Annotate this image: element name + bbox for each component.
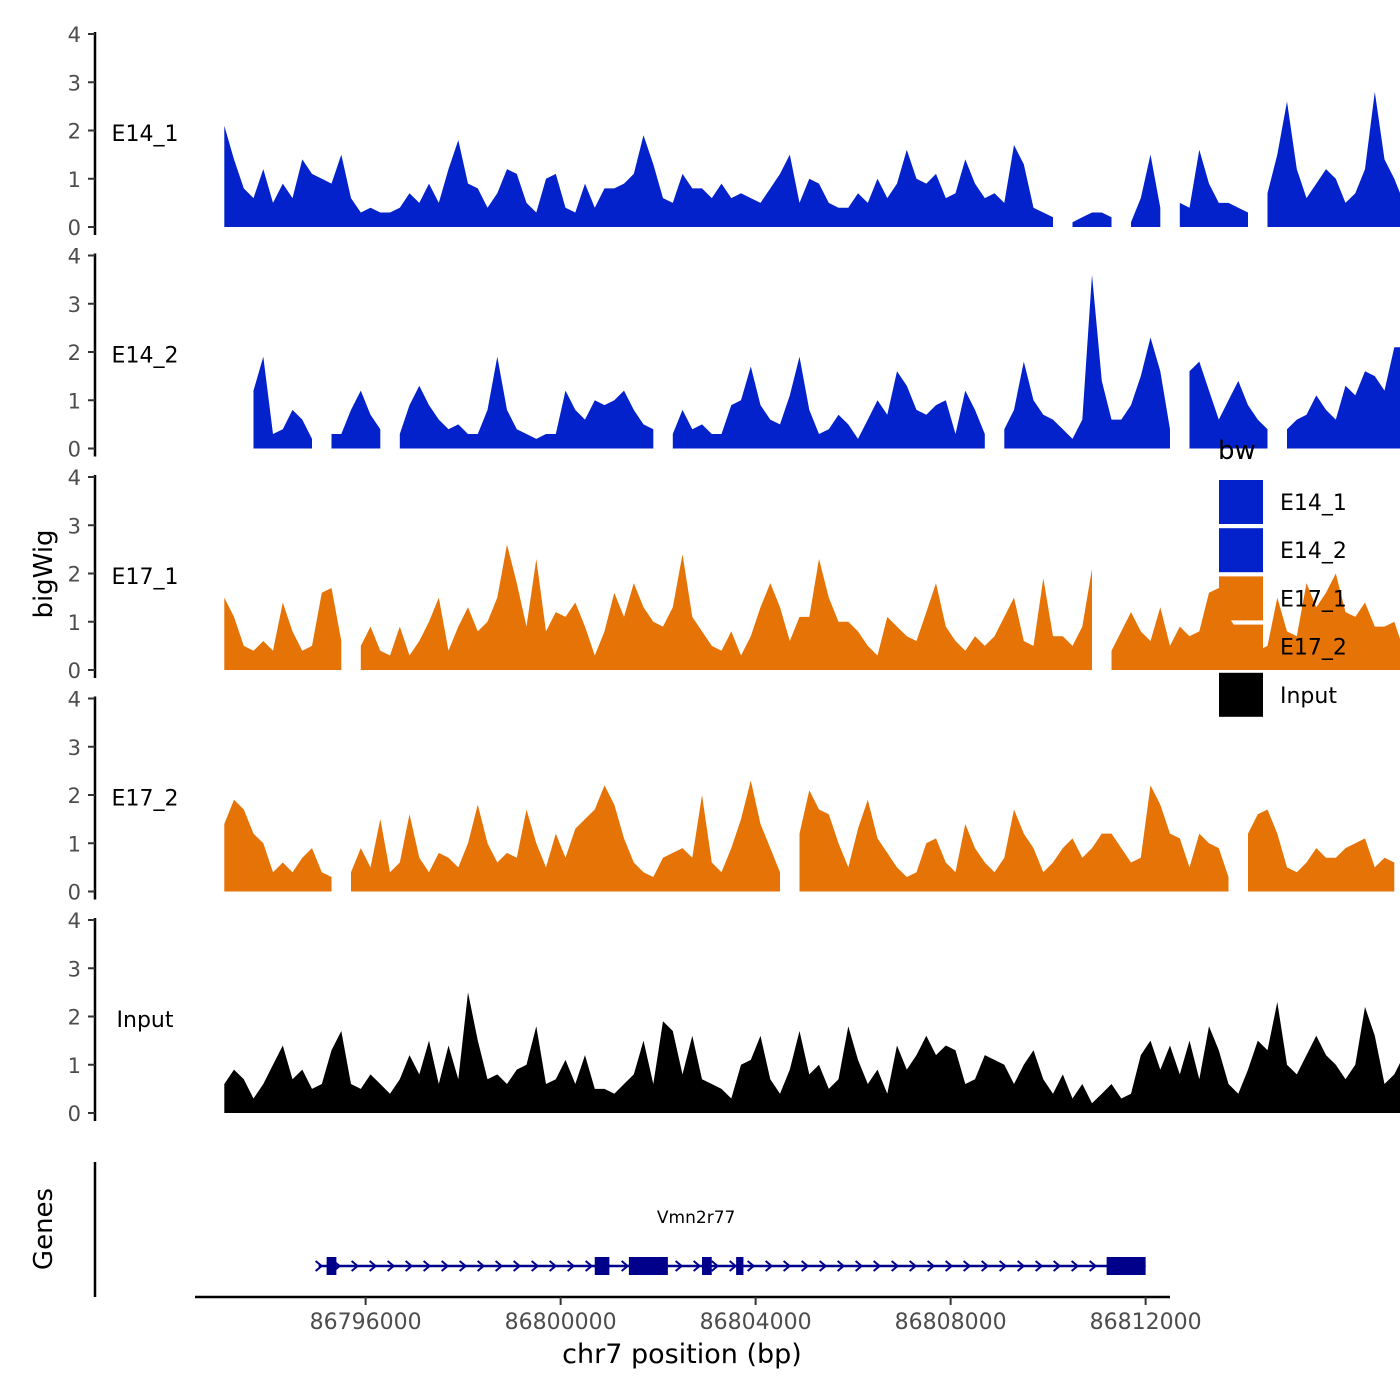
panel-input: 0 1 2 3 4 Input	[68, 909, 1400, 1126]
x-tick-label: 86808000	[895, 1310, 1007, 1335]
y-tick-label: 2	[68, 563, 81, 587]
x-tick-label: 86800000	[505, 1310, 617, 1335]
y-tick-label: 1	[68, 1054, 81, 1078]
legend-label-e14_2: E14_2	[1280, 539, 1347, 564]
legend-key-input	[1219, 673, 1263, 717]
panel-e14_1: 0 1 2 3 4 E14_1	[68, 23, 1400, 240]
y-tick-label: 2	[68, 784, 81, 808]
y-tick-label: 4	[68, 466, 81, 490]
y-tick-label: 3	[68, 736, 81, 760]
y-tick-label: 1	[68, 168, 81, 192]
signal-panels: 0 1 2 3 4 E14_1 0 1 2 3 4 E14_2 0 1 2 3 4 E17_1 0 1 2 3 4 E17_2…	[68, 23, 1400, 1126]
panel-label-input: Input	[117, 1008, 174, 1033]
legend-title: bw	[1218, 436, 1256, 466]
legend-label-e14_1: E14_1	[1280, 491, 1347, 516]
y-tick-label: 4	[68, 245, 81, 269]
legend: bw E14_1 E14_2 E17_1 E17_2 Input	[1218, 436, 1347, 717]
series-area-e14_2	[224, 275, 1400, 449]
y-tick-label: 3	[68, 514, 81, 538]
genome-track-figure: 0 1 2 3 4 E14_1 0 1 2 3 4 E14_2 0 1 2 3 4 E17_1 0 1 2 3 4 E17_2…	[0, 0, 1400, 1400]
legend-key-e17_1	[1219, 576, 1263, 620]
panel-e17_2: 0 1 2 3 4 E17_2	[68, 688, 1400, 905]
panel-label-e14_1: E14_1	[112, 122, 179, 147]
series-area-input	[224, 992, 1400, 1113]
gene-track-title: Genes	[29, 1188, 59, 1270]
y-tick-label: 3	[68, 293, 81, 317]
x-tick-label: 86796000	[310, 1310, 422, 1335]
y-tick-label: 1	[68, 611, 81, 635]
x-tick-label: 86812000	[1090, 1310, 1202, 1335]
legend-key-e17_2	[1219, 625, 1263, 669]
gene-track-panel: Vmn2r77	[95, 1162, 1146, 1297]
y-tick-label: 0	[68, 438, 81, 462]
y-tick-label: 0	[68, 1102, 81, 1126]
y-tick-label: 0	[68, 659, 81, 683]
x-tick-label: 86804000	[700, 1310, 812, 1335]
legend-label-e17_2: E17_2	[1280, 636, 1347, 661]
y-axis-title: bigWig	[29, 529, 59, 618]
y-tick-label: 4	[68, 909, 81, 933]
legend-key-e14_1	[1219, 480, 1263, 524]
x-axis-title: chr7 position (bp)	[562, 1339, 802, 1370]
y-tick-label: 2	[68, 341, 81, 365]
y-tick-label: 4	[68, 23, 81, 47]
y-tick-label: 2	[68, 1006, 81, 1030]
gene-exon	[702, 1257, 712, 1275]
series-area-e17_2	[224, 781, 1400, 892]
legend-label-input: Input	[1280, 684, 1337, 709]
panel-label-e14_2: E14_2	[112, 344, 179, 369]
y-tick-label: 0	[68, 216, 81, 240]
y-tick-label: 3	[68, 957, 81, 981]
y-tick-label: 3	[68, 71, 81, 95]
gene-exon	[1107, 1257, 1146, 1275]
y-tick-label: 1	[68, 389, 81, 413]
gene-exon	[736, 1257, 743, 1275]
gene-exon	[595, 1257, 610, 1275]
series-area-e14_1	[224, 92, 1400, 227]
panel-label-e17_1: E17_1	[112, 565, 179, 590]
panel-e17_1: 0 1 2 3 4 E17_1	[68, 466, 1400, 683]
x-axis: 86796000 86800000 86804000 86808000 86812000	[195, 1297, 1202, 1335]
legend-key-e14_2	[1219, 528, 1263, 572]
y-tick-label: 4	[68, 688, 81, 712]
gene-exon	[629, 1257, 668, 1275]
gene-name-label: Vmn2r77	[657, 1208, 735, 1228]
panel-e14_2: 0 1 2 3 4 E14_2	[68, 245, 1400, 462]
y-tick-label: 1	[68, 832, 81, 856]
y-tick-label: 2	[68, 120, 81, 144]
gene-exon	[327, 1257, 337, 1275]
y-tick-label: 0	[68, 881, 81, 905]
panel-label-e17_2: E17_2	[112, 787, 179, 812]
legend-label-e17_1: E17_1	[1280, 587, 1347, 612]
